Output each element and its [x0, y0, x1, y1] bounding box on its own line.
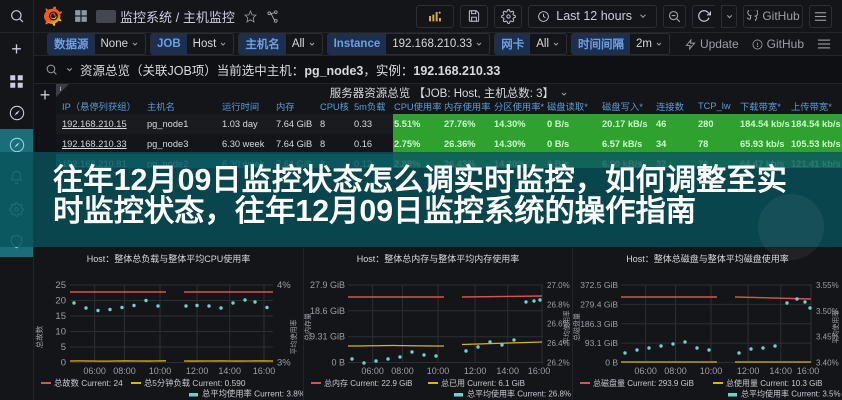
svg-text:16:00: 16:00	[528, 366, 551, 376]
svg-text:平均使用率: 平均使用率	[831, 310, 840, 344]
svg-text:15: 15	[55, 311, 66, 322]
svg-text:279.4 GiB: 279.4 GiB	[580, 299, 618, 309]
svg-text:10:00: 10:00	[427, 366, 450, 376]
svg-text:14:00: 14:00	[496, 366, 519, 376]
svg-text:0: 0	[61, 358, 66, 369]
svg-text:3.55%: 3.55%	[816, 281, 839, 290]
svg-text:14:00: 14:00	[769, 366, 792, 376]
svg-text:12:00: 12:00	[737, 366, 760, 376]
svg-text:0 B: 0 B	[331, 358, 345, 368]
svg-text:27.0%: 27.0%	[547, 281, 570, 290]
svg-text:06:00: 06:00	[361, 366, 384, 376]
svg-text:14:00: 14:00	[218, 366, 241, 376]
svg-text:总使用量 Current: 10.3 GiB: 总使用量 Current: 10.3 GiB	[726, 378, 822, 388]
svg-text:16:00: 16:00	[253, 366, 276, 376]
svg-text:10:00: 10:00	[149, 366, 172, 376]
svg-text:26.8%: 26.8%	[547, 300, 570, 309]
svg-text:总平均使用率 Current: 26.8%: 总平均使用率 Current: 26.8%	[467, 389, 571, 399]
svg-text:平均使用率: 平均使用率	[562, 310, 571, 344]
svg-text:12:00: 12:00	[464, 366, 487, 376]
svg-text:06:00: 06:00	[83, 366, 106, 376]
svg-text:总磁盘量: 总磁盘量	[573, 313, 581, 341]
svg-text:12:00: 12:00	[186, 366, 209, 376]
svg-text:总5分钟负载 Current: 0.590: 总5分钟负载 Current: 0.590	[144, 378, 246, 388]
svg-text:3.40%: 3.40%	[816, 359, 839, 368]
svg-text:26.2%: 26.2%	[547, 359, 570, 368]
svg-text:平均使用率: 平均使用率	[289, 320, 298, 355]
svg-text:10: 10	[55, 327, 66, 338]
svg-text:18.6 GiB: 18.6 GiB	[310, 306, 345, 316]
svg-text:10:00: 10:00	[700, 366, 723, 376]
svg-text:总已用 Current: 6.1 GiB: 总已用 Current: 6.1 GiB	[441, 378, 525, 388]
svg-text:9.31 GiB: 9.31 GiB	[310, 332, 345, 342]
svg-text:3%: 3%	[277, 358, 291, 369]
svg-text:06:00: 06:00	[634, 366, 657, 376]
svg-text:4%: 4%	[277, 280, 291, 291]
svg-text:20: 20	[55, 296, 66, 307]
svg-text:27.9 GiB: 27.9 GiB	[310, 280, 345, 290]
svg-text:总磁盘量 Current: 293.9 GiB: 总磁盘量 Current: 293.9 GiB	[593, 378, 694, 388]
svg-text:总故数 Current: 24: 总故数 Current: 24	[54, 378, 123, 388]
svg-text:186.3 GiB: 186.3 GiB	[580, 319, 618, 329]
svg-text:总内存 Current: 22.9 GiB: 总内存 Current: 22.9 GiB	[324, 378, 412, 388]
svg-text:总内存量: 总内存量	[304, 313, 312, 341]
svg-text:总平均使用率 Current: 3.5%: 总平均使用率 Current: 3.5%	[741, 389, 841, 399]
svg-text:25: 25	[55, 280, 66, 291]
svg-text:372.5 GiB: 372.5 GiB	[580, 280, 618, 290]
svg-text:08:00: 08:00	[113, 366, 136, 376]
svg-text:总平均使用率 Current: 3.8%: 总平均使用率 Current: 3.8%	[202, 389, 304, 399]
svg-text:0 B: 0 B	[605, 358, 618, 368]
svg-text:93.1 GiB: 93.1 GiB	[585, 338, 618, 348]
svg-text:5: 5	[61, 342, 66, 353]
svg-text:16:00: 16:00	[797, 366, 820, 376]
svg-text:08:00: 08:00	[664, 366, 687, 376]
svg-text:总故数: 总故数	[34, 325, 44, 348]
svg-text:08:00: 08:00	[391, 366, 414, 376]
